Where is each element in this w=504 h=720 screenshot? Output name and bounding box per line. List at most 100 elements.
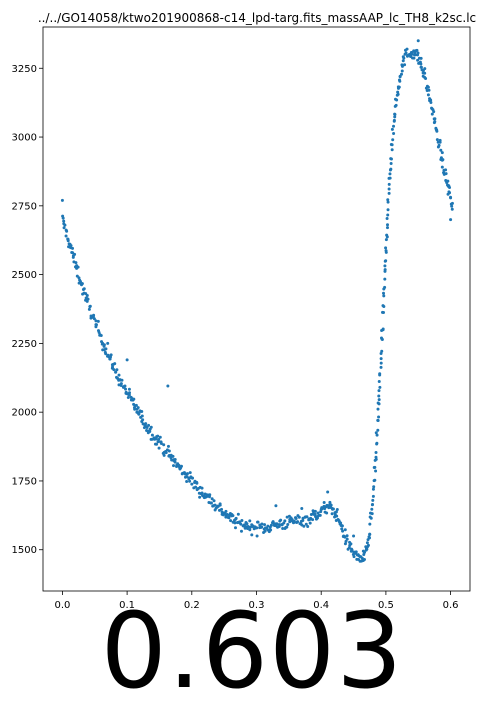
data-point [285, 525, 289, 529]
data-point [392, 124, 396, 128]
data-point [173, 458, 177, 462]
data-point [335, 507, 339, 511]
data-point [389, 162, 393, 165]
data-point [435, 128, 439, 132]
data-point [115, 368, 119, 372]
data-point [126, 396, 130, 400]
data-point [308, 521, 312, 525]
data-point [320, 506, 324, 510]
data-point [281, 526, 285, 530]
data-point [218, 502, 222, 506]
data-point [384, 259, 388, 263]
data-point [114, 370, 118, 374]
data-point [391, 138, 395, 142]
data-point [384, 238, 388, 242]
data-point [125, 358, 129, 362]
data-point [379, 357, 383, 361]
data-point [263, 523, 267, 527]
data-point [220, 507, 224, 511]
data-point [120, 378, 124, 382]
data-point [209, 501, 213, 505]
chart-title: ../../GO14058/ktwo201900868-c14_lpd-targ… [38, 11, 476, 25]
data-point [368, 522, 372, 526]
data-point [239, 522, 243, 526]
data-point [382, 305, 386, 309]
y-tick-label: 2750 [12, 201, 37, 212]
data-point [271, 520, 275, 524]
data-point [233, 521, 237, 525]
data-point [212, 499, 216, 503]
data-point [207, 495, 211, 499]
data-point [334, 510, 338, 514]
data-point [162, 443, 166, 447]
data-point [76, 265, 80, 269]
data-point [123, 384, 127, 388]
data-point [331, 507, 335, 511]
data-point [376, 428, 380, 432]
data-point [200, 491, 204, 495]
data-point [379, 361, 383, 365]
data-point [311, 518, 315, 522]
data-point [164, 451, 168, 455]
data-point [213, 503, 217, 507]
data-point [82, 287, 86, 291]
data-point [439, 148, 443, 152]
data-point [385, 217, 389, 220]
data-point [149, 425, 153, 429]
data-point [278, 523, 282, 527]
data-point [132, 397, 136, 401]
data-point [92, 317, 96, 321]
data-point [283, 519, 287, 523]
data-point [234, 516, 238, 520]
data-point [216, 504, 220, 508]
data-point [343, 535, 347, 539]
data-point [373, 465, 377, 469]
data-point [404, 51, 408, 55]
data-point [61, 216, 65, 220]
x-tick-label: 0.6 [443, 600, 459, 611]
data-point [255, 534, 259, 538]
data-point [403, 63, 407, 67]
data-point [352, 534, 356, 538]
data-point [112, 368, 116, 372]
data-point [386, 200, 390, 204]
data-point [397, 78, 401, 82]
data-point [88, 304, 92, 308]
data-point [376, 418, 380, 422]
data-point [94, 319, 98, 323]
data-point [177, 463, 181, 467]
data-point [156, 434, 160, 438]
data-point [162, 453, 166, 457]
data-point [394, 103, 398, 107]
data-point [440, 151, 444, 155]
data-point [415, 48, 419, 52]
data-point [365, 547, 369, 551]
x-tick-label: 0.0 [54, 600, 70, 611]
data-point [127, 393, 131, 397]
data-point [245, 522, 249, 526]
data-point [243, 526, 247, 530]
data-point [229, 519, 233, 523]
data-point [433, 120, 437, 124]
data-point [233, 526, 237, 530]
y-tick-label: 3250 [12, 64, 37, 75]
data-point [191, 476, 195, 480]
data-point [322, 501, 326, 505]
data-point [446, 179, 450, 183]
data-point [301, 518, 305, 522]
data-point [140, 414, 144, 418]
data-point [385, 226, 389, 230]
data-point [85, 299, 89, 303]
data-point [140, 409, 144, 413]
data-point [381, 310, 385, 314]
data-point [167, 449, 171, 453]
data-point [306, 525, 310, 529]
data-point [171, 454, 175, 458]
data-point [345, 537, 349, 541]
data-point [239, 529, 243, 533]
data-point [190, 482, 194, 486]
data-point [315, 516, 319, 520]
data-point [73, 252, 77, 256]
data-point [148, 429, 152, 433]
data-point [448, 186, 452, 190]
